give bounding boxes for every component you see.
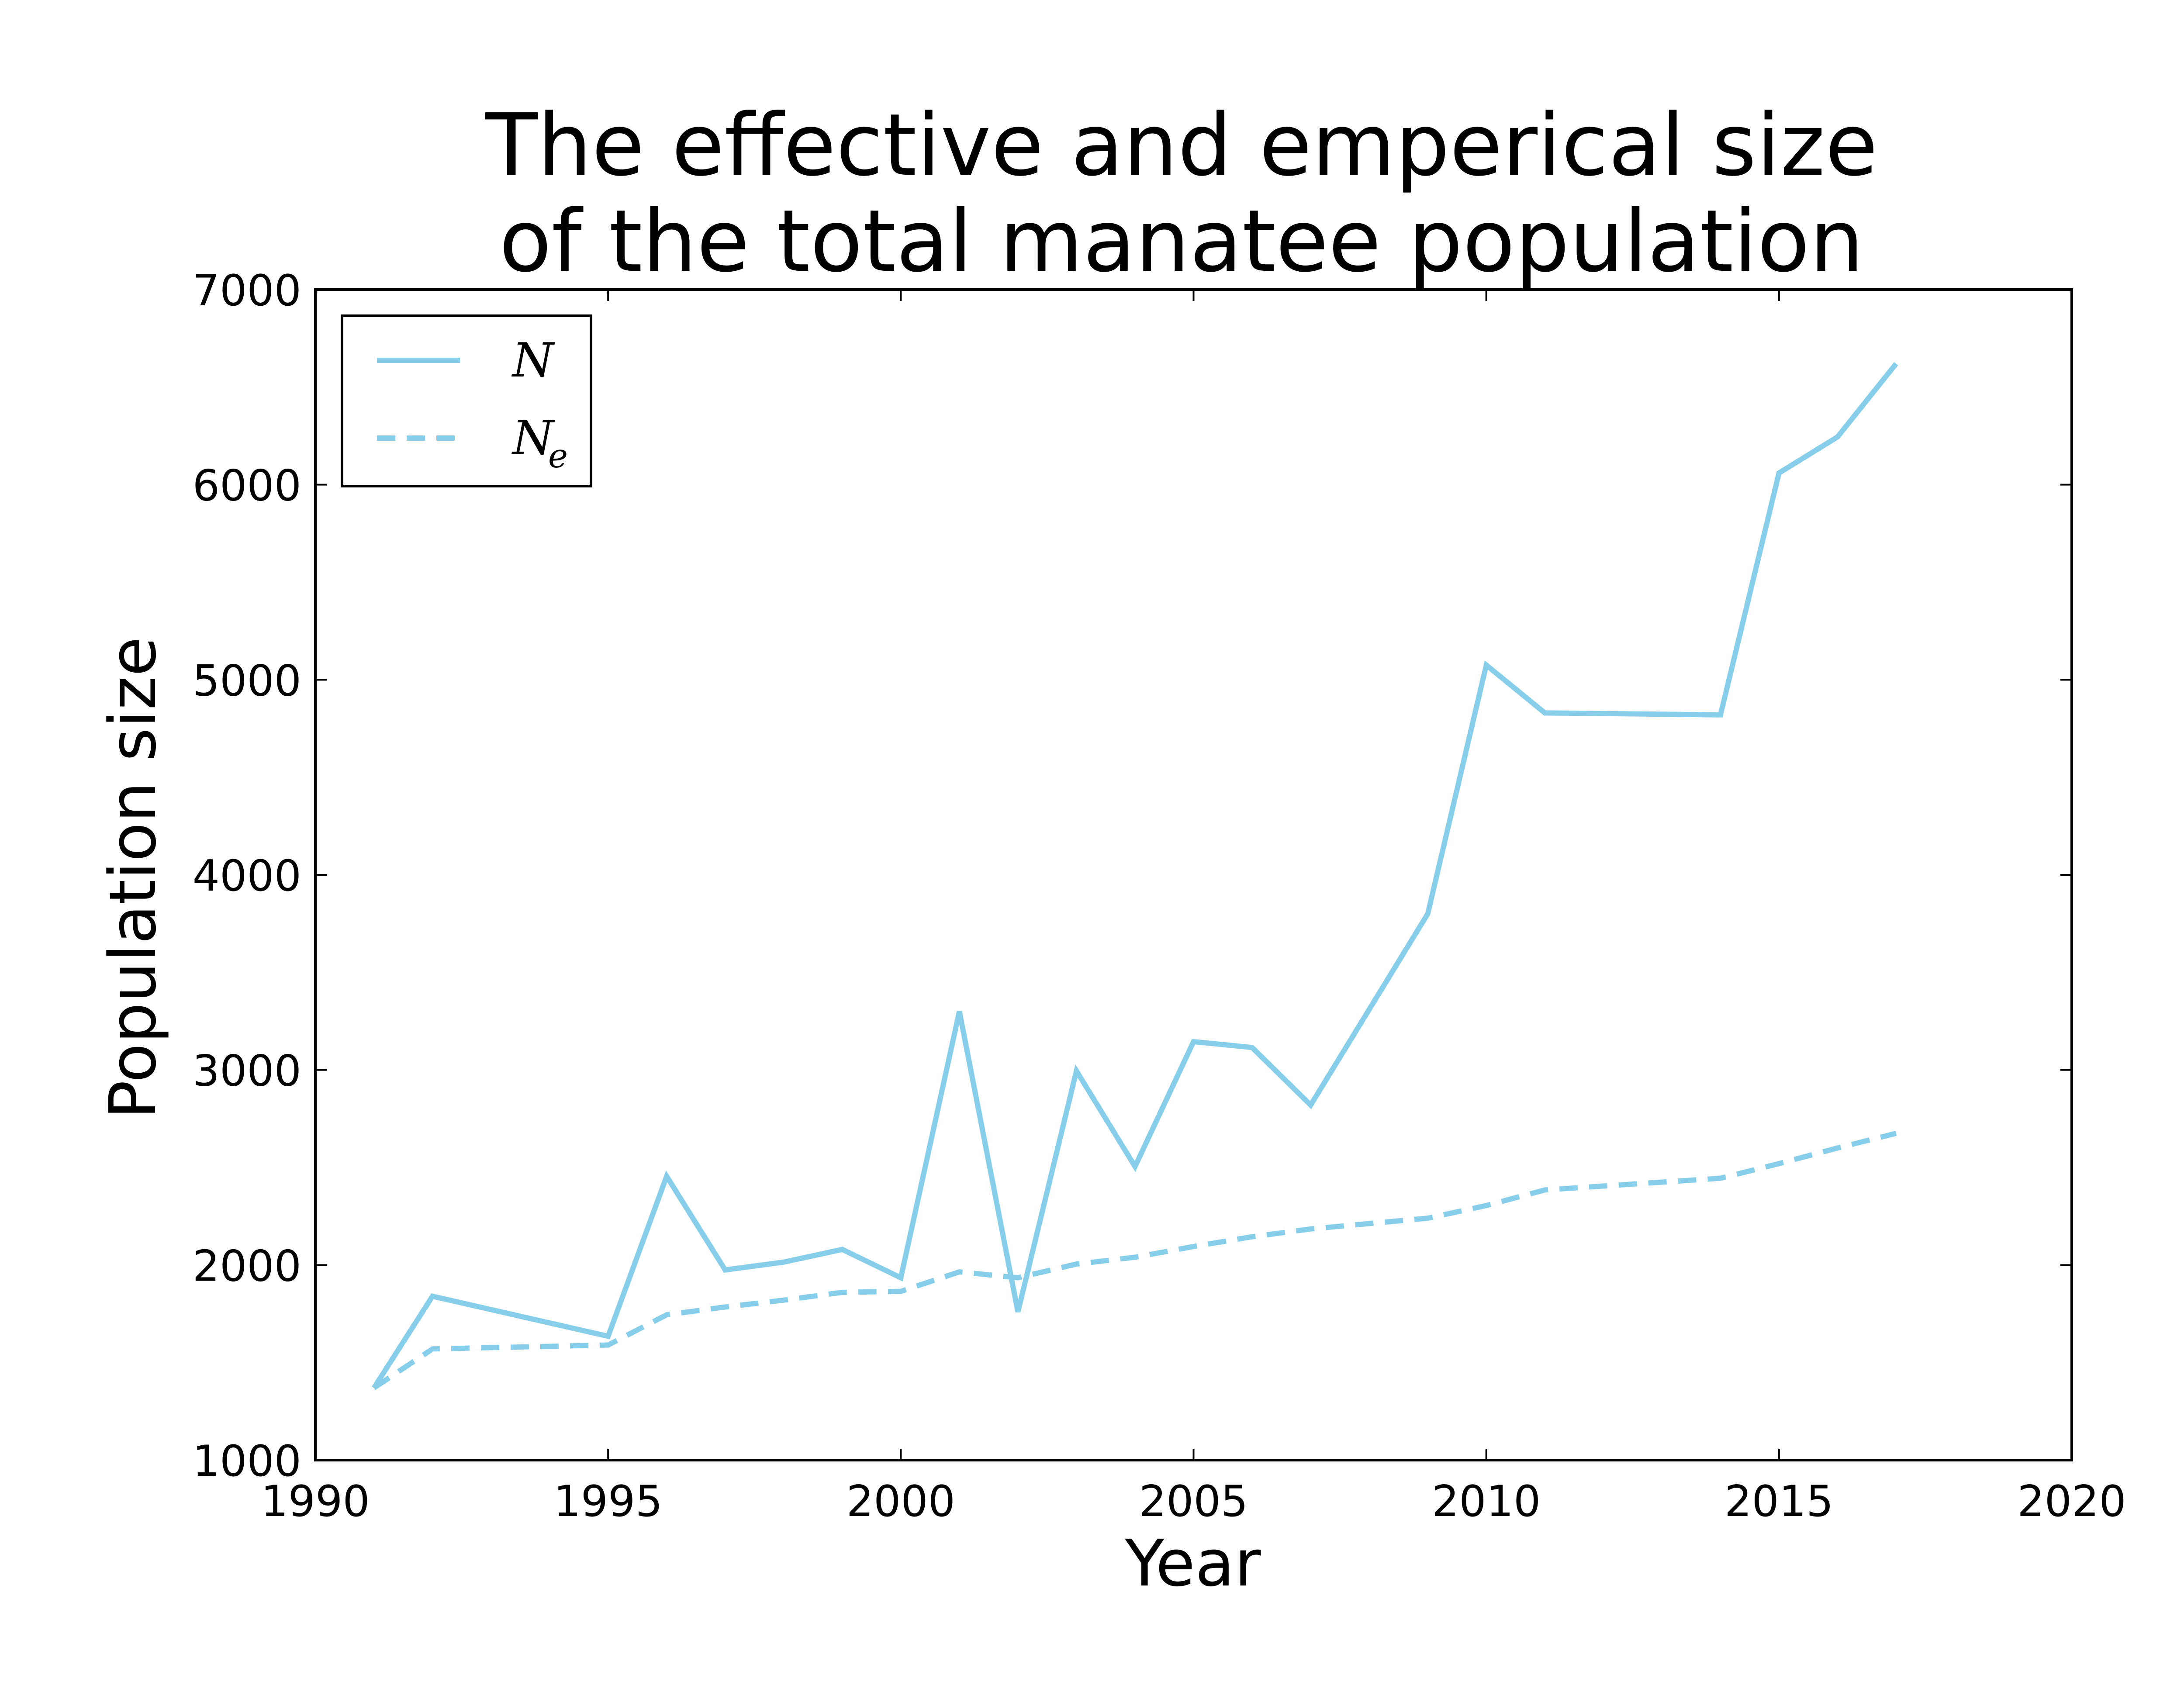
x-tick-label: 1995 <box>553 1477 662 1527</box>
series-line-n <box>371 362 1898 1389</box>
plot-area: 1990 1995 2000 2005 2010 2015 2020 1000 2000 3000… <box>193 266 2126 1527</box>
y-axis-label: Population size <box>96 637 170 1119</box>
y-tick-label: 7000 <box>193 266 301 316</box>
x-tick-label: 1990 <box>261 1477 370 1527</box>
legend-label-ne-subscript: e <box>548 436 568 475</box>
y-tick-label: 6000 <box>193 461 301 511</box>
y-tick-label: 3000 <box>193 1047 301 1096</box>
y-tick-label: 5000 <box>193 656 301 706</box>
x-tick-label: 2020 <box>2017 1477 2126 1527</box>
x-tick-label: 2005 <box>1139 1477 1248 1527</box>
chart-title-line-2: of the total manatee population <box>499 192 1864 291</box>
chart-title-line-1: The effective and emperical size <box>485 96 1878 195</box>
x-tick-label: 2000 <box>847 1477 955 1527</box>
legend-label-n: N <box>511 333 555 388</box>
x-tick-label: 2010 <box>1432 1477 1541 1527</box>
legend: N N e <box>341 314 592 487</box>
y-tick-label: 1000 <box>193 1437 301 1486</box>
y-tick-label: 2000 <box>193 1241 301 1291</box>
legend-frame <box>341 314 592 487</box>
x-tick-label: 2015 <box>1724 1477 1833 1527</box>
series-line-ne <box>372 1130 1897 1390</box>
x-axis-label: Year <box>1124 1526 1261 1601</box>
y-tick-label: 4000 <box>193 851 301 901</box>
legend-label-ne: N <box>511 411 555 466</box>
